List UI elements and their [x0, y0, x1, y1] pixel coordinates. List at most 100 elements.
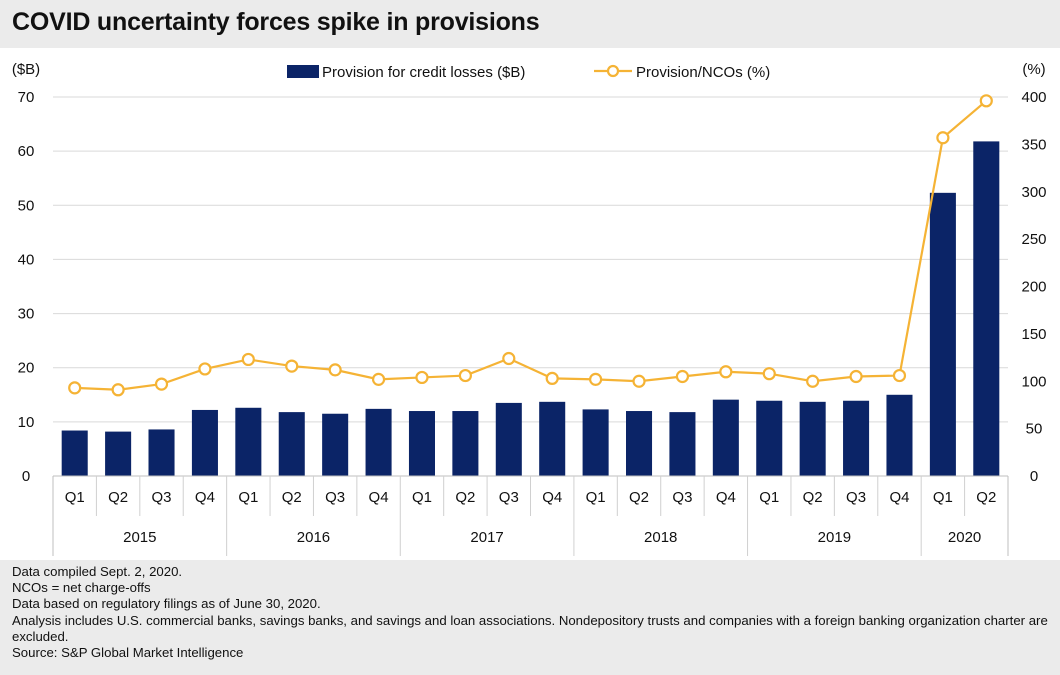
bar: [452, 411, 479, 476]
bar: [365, 408, 392, 476]
bar: [61, 430, 88, 476]
x-tick-label: Q1: [586, 489, 606, 506]
bar: [886, 394, 913, 476]
legend-swatch-marker: [606, 64, 620, 78]
line-path: [74, 99, 988, 391]
y-left-axis-label: ($B): [12, 61, 40, 78]
x-tick-label: Q2: [629, 489, 649, 506]
x-tick-label: Q4: [716, 489, 736, 506]
bar: [626, 411, 653, 476]
y-right-tick-label: 50: [1026, 421, 1043, 438]
line-point: [806, 374, 820, 388]
x-group-label: 2015: [123, 529, 156, 546]
note-compiled: Data compiled Sept. 2, 2020.: [12, 564, 183, 579]
x-tick-label: Q2: [803, 489, 823, 506]
y-right-tick-label: 200: [1021, 279, 1046, 296]
axes: 0 10 20 30 40 50 60 70 0 50 100 150 200 250 300 350 400 (…: [12, 61, 1047, 556]
line-point: [371, 372, 386, 386]
bar: [669, 412, 696, 476]
footnotes: Data compiled Sept. 2, 2020. NCOs = net …: [12, 564, 1052, 661]
note-analysis: Analysis includes U.S. commercial banks,…: [12, 612, 1052, 644]
line-point: [415, 370, 429, 385]
bar-series: [61, 141, 1000, 476]
bar: [235, 407, 262, 476]
x-tick-label: Q4: [195, 489, 215, 506]
line-point: [154, 377, 169, 391]
bar: [582, 409, 609, 476]
line-point: [285, 359, 299, 373]
y-left-tick-label: 0: [22, 468, 30, 485]
x-tick-label: Q2: [282, 489, 302, 506]
legend: Provision for credit losses ($B) Provisio…: [287, 64, 770, 81]
y-right-tick-label: 150: [1021, 326, 1046, 343]
x-tick-label: Q2: [108, 489, 128, 506]
note-filings: Data based on regulatory filings as of J…: [12, 596, 321, 612]
x-group-label: 2016: [297, 529, 330, 546]
x-tick-label: Q2: [976, 489, 996, 506]
legend-label-bar: Provision for credit losses ($B): [322, 64, 525, 81]
line-point: [849, 369, 863, 384]
line-point: [589, 372, 603, 386]
x-tick-label: Q1: [238, 489, 258, 506]
line-point: [632, 374, 646, 388]
y-right-axis-label: (%): [1022, 61, 1045, 78]
bar: [799, 401, 826, 476]
line-point: [545, 371, 559, 386]
x-tick-label: Q3: [325, 489, 345, 506]
y-left-tick-label: 20: [18, 360, 35, 377]
y-left-tick-label: 30: [18, 306, 35, 323]
bar: [105, 431, 132, 476]
bar: [495, 402, 522, 476]
y-left-tick-label: 50: [18, 197, 35, 214]
bar: [191, 409, 218, 476]
x-tick-label: Q1: [933, 489, 953, 506]
line-point: [198, 362, 212, 376]
y-left-tick-label: 60: [18, 143, 35, 160]
bar: [278, 412, 305, 476]
x-tick-label: Q1: [759, 489, 779, 506]
x-tick-label: Q3: [846, 489, 866, 506]
y-right-tick-label: 400: [1021, 89, 1046, 106]
note-ncos: NCOs = net charge-offs: [12, 580, 151, 596]
chart-title: COVID uncertainty forces spike in provis…: [12, 8, 540, 36]
x-tick-label: Q4: [889, 489, 909, 506]
bar: [973, 141, 1000, 476]
x-tick-label: Q3: [672, 489, 692, 506]
line-point: [458, 368, 472, 383]
note-source: Source: S&P Global Market Intelligence: [12, 645, 244, 661]
legend-label-line: Provision/NCOs (%): [636, 64, 770, 81]
line-point: [936, 131, 950, 145]
legend-swatch-bar: [287, 65, 319, 78]
y-right-tick-label: 250: [1021, 231, 1046, 248]
line-series: [68, 94, 993, 397]
line-point: [762, 367, 776, 381]
y-left-tick-label: 40: [18, 251, 35, 268]
line-point: [979, 94, 993, 108]
bar: [322, 413, 349, 476]
x-tick-label: Q1: [412, 489, 432, 506]
x-group-label: 2017: [470, 529, 503, 546]
x-tick-label: Q1: [65, 489, 85, 506]
line-point: [675, 369, 690, 384]
x-tick-label: Q3: [152, 489, 172, 506]
line-point: [68, 381, 82, 395]
line-point: [719, 365, 733, 379]
x-tick-label: Q2: [455, 489, 475, 506]
y-right-tick-label: 350: [1021, 136, 1046, 153]
x-group-label: 2019: [818, 529, 851, 546]
bar: [929, 192, 956, 476]
line-point: [241, 352, 255, 367]
y-right-tick-label: 0: [1030, 468, 1038, 485]
y-right-tick-label: 300: [1021, 184, 1046, 201]
y-left-tick-label: 70: [18, 89, 35, 106]
chart-panel: [0, 48, 1060, 560]
bar: [148, 429, 175, 476]
bar: [539, 401, 566, 476]
x-tick-label: Q4: [542, 489, 562, 506]
line-point: [502, 351, 516, 366]
x-tick-label: Q3: [499, 489, 519, 506]
y-left-tick-label: 10: [18, 414, 35, 431]
y-right-tick-label: 100: [1021, 373, 1046, 390]
combo-chart: 0 10 20 30 40 50 60 70 0 50 100 150 200 250 300 350 400 (…: [12, 61, 1047, 556]
x-group-label: 2020: [948, 529, 981, 546]
